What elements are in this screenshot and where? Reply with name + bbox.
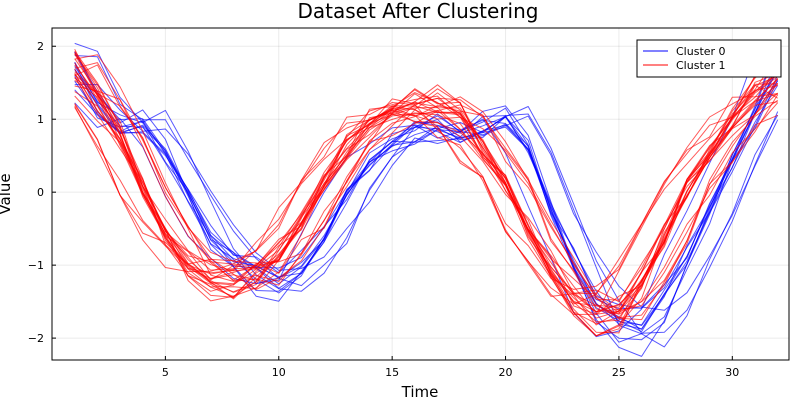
x-tick-label: 25 (612, 366, 626, 379)
y-tick-label: −1 (28, 259, 44, 272)
series-line-cluster-1 (74, 52, 778, 334)
series-line-cluster-1 (74, 93, 778, 297)
series-line-cluster-0 (74, 62, 779, 326)
series-line-cluster-1 (74, 84, 778, 290)
series-line-cluster-0 (74, 69, 779, 326)
chart-title: Dataset After Clustering (298, 0, 539, 23)
series-line-cluster-1 (74, 64, 778, 325)
legend-box (636, 39, 782, 78)
series-line-cluster-0 (74, 84, 779, 309)
series-line-cluster-0 (74, 66, 779, 330)
series-line-cluster-0 (74, 42, 779, 357)
series-line-cluster-1 (74, 73, 779, 308)
x-axis-label: Time (401, 383, 439, 400)
series-line-cluster-1 (74, 53, 779, 337)
x-tick-label: 10 (272, 366, 286, 379)
plot-frame (51, 27, 790, 361)
legend-label-cluster-0: Cluster 0 (676, 45, 726, 58)
x-tick-label: 15 (385, 366, 399, 379)
tick-labels: 5 10 15 20 25 30 −2 −1 0 1 2 (28, 40, 740, 379)
series-line-cluster-1 (74, 54, 779, 319)
series-line-cluster-1 (74, 53, 779, 337)
x-tick-label: 30 (725, 366, 739, 379)
x-tick-label: 5 (162, 366, 169, 379)
series-lines (74, 41, 779, 357)
series-line-cluster-0 (74, 56, 779, 343)
y-tick-label: 0 (37, 186, 44, 199)
x-tick-label: 20 (499, 366, 513, 379)
series-line-cluster-1 (74, 74, 778, 313)
y-tick-label: 2 (37, 40, 44, 53)
y-tick-label: −2 (28, 332, 44, 345)
y-axis-label: Value (0, 173, 14, 214)
legend: Cluster 0 Cluster 1 (636, 39, 782, 78)
grid (52, 28, 789, 360)
series-line-cluster-1 (74, 58, 778, 319)
series-line-cluster-1 (74, 85, 779, 313)
legend-label-cluster-1: Cluster 1 (676, 59, 726, 72)
y-tick-label: 1 (37, 113, 44, 126)
series-line-cluster-0 (74, 55, 779, 334)
series-line-cluster-0 (74, 41, 779, 341)
